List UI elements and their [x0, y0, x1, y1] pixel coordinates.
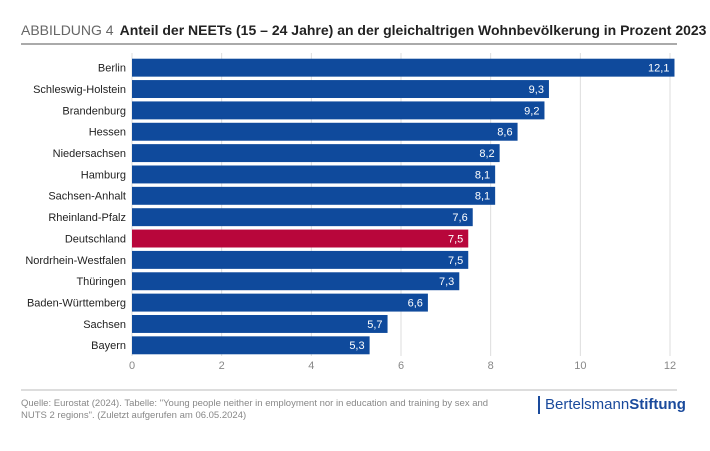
bar [132, 314, 388, 333]
value-label: 8,2 [479, 148, 494, 160]
bar [132, 144, 500, 163]
source-note: Quelle: Eurostat (2024). Tabelle: "Young… [21, 398, 489, 421]
y-tick-label: Baden-Württemberg [27, 298, 126, 310]
y-tick-label: Schleswig-Holstein [33, 84, 126, 96]
y-tick-label: Deutschland [65, 233, 126, 245]
y-tick-label: Sachsen-Anhalt [48, 191, 126, 203]
x-tick-label: 8 [488, 360, 494, 372]
bar [132, 165, 496, 184]
bar [132, 122, 518, 141]
value-label: 8,1 [475, 169, 490, 181]
x-tick-label: 10 [574, 360, 586, 372]
bar [132, 293, 428, 312]
y-tick-label: Thüringen [76, 276, 126, 288]
value-label: 7,6 [452, 212, 467, 224]
bar [132, 250, 469, 269]
value-label: 6,6 [408, 298, 423, 310]
bar [132, 186, 496, 205]
y-tick-label: Rheinland-Pfalz [48, 212, 126, 224]
y-tick-label: Niedersachsen [53, 148, 126, 160]
bar [132, 229, 469, 248]
value-label: 12,1 [648, 63, 669, 75]
x-tick-label: 6 [398, 360, 404, 372]
y-tick-label: Hessen [89, 127, 126, 139]
value-label: 5,7 [367, 319, 382, 331]
bar [132, 208, 473, 227]
y-tick-label: Bayern [91, 340, 126, 352]
y-tick-label: Sachsen [83, 319, 126, 331]
value-label: 7,5 [448, 255, 463, 267]
x-tick-label: 4 [308, 360, 314, 372]
logo-first: Bertelsmann [545, 396, 630, 413]
logo: BertelsmannStiftung [538, 396, 686, 414]
bar [132, 101, 545, 120]
logo-second: Stiftung [629, 396, 686, 413]
value-label: 8,1 [475, 191, 490, 203]
bar [132, 58, 675, 77]
value-label: 8,6 [497, 127, 512, 139]
bar [132, 80, 549, 99]
y-tick-label: Berlin [98, 63, 126, 75]
value-label: 5,3 [349, 340, 364, 352]
y-tick-label: Hamburg [81, 169, 126, 181]
chart-title: Anteil der NEETs (15 – 24 Jahre) an der … [120, 22, 707, 38]
y-tick-label: Nordrhein-Westfalen [25, 255, 126, 267]
figure-label: ABBILDUNG 4 [21, 22, 114, 38]
bar [132, 336, 370, 355]
value-label: 7,5 [448, 233, 463, 245]
value-label: 9,3 [529, 84, 544, 96]
value-label: 7,3 [439, 276, 454, 288]
x-tick-label: 2 [219, 360, 225, 372]
bar [132, 272, 460, 291]
chart-title-line: ABBILDUNG 4 Anteil der NEETs (15 – 24 Jah… [21, 22, 707, 38]
x-tick-label: 12 [664, 360, 676, 372]
x-tick-label: 0 [129, 360, 135, 372]
y-tick-label: Brandenburg [62, 105, 126, 117]
value-label: 9,2 [524, 105, 539, 117]
